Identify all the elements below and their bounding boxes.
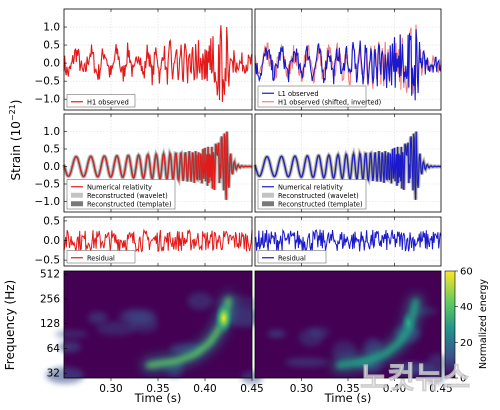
x-tick-label: 0.30 xyxy=(290,383,313,395)
energy-blob xyxy=(308,326,330,338)
y-tick-label: 64 xyxy=(47,343,61,355)
strain-label-close: ) xyxy=(9,100,23,105)
strain-label-exponent: −21 xyxy=(8,104,17,121)
colorbar-tick-label: 40 xyxy=(460,302,473,313)
x-tick-label: 0.45 xyxy=(240,383,263,395)
legend-label: H1 observed (shifted, inverted) xyxy=(278,98,381,106)
y-tick-label: 1.0 xyxy=(43,22,60,34)
legend-row3-right: Residual xyxy=(257,250,327,264)
y-tick-label: 0.0 xyxy=(43,58,60,70)
x-tick-label: 0.40 xyxy=(383,383,406,395)
colorbar-tick-label: 60 xyxy=(460,267,473,278)
y-tick-label: 256 xyxy=(40,293,60,305)
legend-label: H1 observed xyxy=(87,98,129,106)
y-tick-label: −0.5 xyxy=(35,76,61,88)
colorbar: 60 40 20 0 Normalized energy xyxy=(444,267,489,385)
y-tick-label: −0.5 xyxy=(35,255,61,267)
y-tick-label: 0.5 xyxy=(43,144,60,156)
chirp-peak xyxy=(214,302,233,335)
y-tick-label: 0.0 xyxy=(43,235,60,247)
legend-label: Residual xyxy=(278,254,306,262)
energy-blob xyxy=(427,353,449,374)
colorbar-tick-label: 0 xyxy=(460,374,466,385)
x-tick-label: 0.35 xyxy=(146,383,169,395)
energy-blob xyxy=(96,321,136,336)
y-tick-label: 0.5 xyxy=(43,40,60,52)
y-tick-label: −1.0 xyxy=(35,196,61,208)
series-h1-observed xyxy=(63,25,253,103)
spectrogram-row4-right: 0.30 0.35 0.40 0.45 Time (s) xyxy=(254,270,453,405)
series-numerical-relativity xyxy=(254,131,442,200)
chirp-peak xyxy=(401,311,416,336)
panel-border xyxy=(254,113,442,213)
panel-border xyxy=(63,216,253,267)
spectrogram-row4-left: 0.30 0.35 0.40 0.45 Time (s) xyxy=(45,270,264,405)
series-residual xyxy=(254,228,442,252)
energy-blob xyxy=(55,330,88,339)
x-tick-label: 0.40 xyxy=(193,383,216,395)
legend-row1-left: H1 observed xyxy=(66,94,136,108)
legend-label: Numerical relativity xyxy=(278,183,343,191)
strain-label-text: Strain (10 xyxy=(9,121,23,180)
energy-blob xyxy=(332,340,356,361)
y-tick-label: −0.5 xyxy=(35,179,61,191)
y-tick-label: 128 xyxy=(40,318,60,330)
legend-label: Reconstructed (wavelet) xyxy=(87,192,168,200)
legend-box xyxy=(257,179,367,210)
panel-border xyxy=(63,8,253,111)
legend-label: Numerical relativity xyxy=(87,183,152,191)
x-tick-label: 0.30 xyxy=(99,383,122,395)
y-tick-label: −1.0 xyxy=(35,94,61,106)
energy-blob xyxy=(45,367,85,384)
legend-box xyxy=(66,179,176,210)
energy-blob xyxy=(224,307,264,327)
series-residual xyxy=(63,228,253,253)
legend-box xyxy=(257,250,327,264)
chirp-track xyxy=(336,298,419,368)
panel-border xyxy=(63,113,253,213)
energy-blob xyxy=(87,311,108,324)
energy-blob xyxy=(391,361,434,374)
y-tick-label: 0.5 xyxy=(43,215,60,227)
series-numerical-relativity xyxy=(63,131,253,200)
energy-blob xyxy=(118,308,158,326)
x-axis-label: Time (s) xyxy=(324,391,372,405)
y-tick-label: 1.0 xyxy=(43,126,60,138)
colorbar-tick-label: 20 xyxy=(460,338,473,349)
legend-row3-left: Residual xyxy=(66,250,136,264)
panel-border xyxy=(254,8,442,111)
legend-label: L1 observed xyxy=(278,90,319,98)
y-axis-label-strain: Strain (10−21) xyxy=(8,100,23,181)
x-tick-label: 0.45 xyxy=(429,383,452,395)
panel-border xyxy=(254,216,442,267)
y-tick-label: 512 xyxy=(40,269,60,281)
series-l1-observed xyxy=(254,29,442,101)
y-tick-label: 32 xyxy=(47,368,60,380)
legend-label: Reconstructed (wavelet) xyxy=(278,192,359,200)
legend-box xyxy=(66,250,136,264)
energy-blob xyxy=(187,292,213,310)
y-tick-label: 0.0 xyxy=(43,161,60,173)
energy-blob xyxy=(58,341,81,353)
energy-blob xyxy=(285,357,328,367)
legend-label: Residual xyxy=(87,254,115,262)
watermark-logo: 노컷뉴스 xyxy=(360,361,470,396)
legend-label: Reconstructed (template) xyxy=(87,200,172,208)
y-axis-label-frequency: Frequency (Hz) xyxy=(3,280,17,371)
x-axis-label: Time (s) xyxy=(134,391,182,405)
colorbar-label: Normalized energy xyxy=(478,279,489,369)
energy-blob xyxy=(267,329,286,338)
legend-box xyxy=(257,85,367,108)
legend-label: Reconstructed (template) xyxy=(278,200,363,208)
legend-box xyxy=(66,94,136,108)
x-tick-label: 0.35 xyxy=(336,383,359,395)
colorbar-gradient xyxy=(444,270,456,379)
